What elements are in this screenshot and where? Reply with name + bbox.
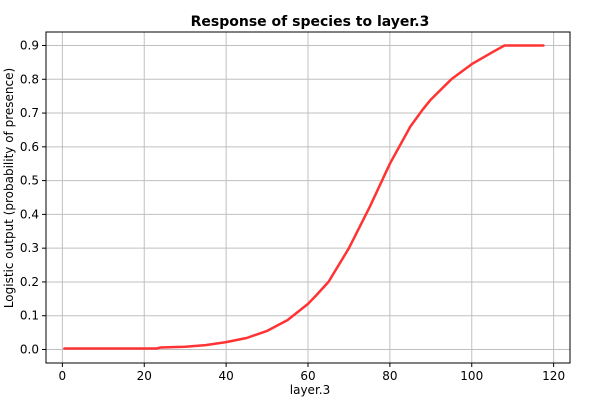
y-tick-label: 0.6: [20, 140, 39, 154]
y-tick-label: 0.2: [20, 275, 39, 289]
x-tick-label: 120: [542, 369, 565, 383]
y-tick-label: 0.0: [20, 342, 39, 356]
y-tick-label: 0.7: [20, 106, 39, 120]
x-tick-label: 80: [382, 369, 397, 383]
y-tick-label: 0.5: [20, 174, 39, 188]
y-tick-label: 0.9: [20, 39, 39, 53]
y-tick-label: 0.8: [20, 72, 39, 86]
y-axis-label: Logistic output (probability of presence…: [2, 68, 16, 308]
x-tick-label: 100: [460, 369, 483, 383]
y-tick-label: 0.4: [20, 207, 39, 221]
ticks: 0 20 40 60 80 100 120 0.0 0.1 0.2 0.3 0.4 0.5 0.6 0.7 0…: [20, 39, 565, 383]
series-line-0: [63, 44, 545, 350]
x-tick-label: 40: [218, 369, 233, 383]
x-tick-label: 20: [137, 369, 152, 383]
x-tick-label: 0: [59, 369, 67, 383]
y-tick-label: 0.3: [20, 241, 39, 255]
grid: [46, 32, 570, 363]
x-tick-label: 60: [300, 369, 315, 383]
y-tick-label: 0.1: [20, 309, 39, 323]
series-layer: [63, 44, 545, 350]
x-axis-label: layer.3: [290, 383, 330, 397]
chart-title: Response of species to layer.3: [191, 14, 430, 30]
